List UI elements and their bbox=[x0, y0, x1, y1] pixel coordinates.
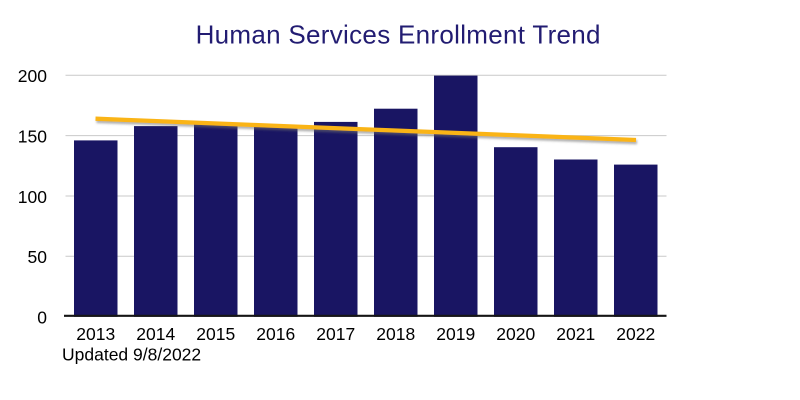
svg-text:100: 100 bbox=[18, 187, 47, 207]
svg-text:2021: 2021 bbox=[556, 324, 595, 344]
svg-text:2018: 2018 bbox=[376, 324, 415, 344]
svg-text:2020: 2020 bbox=[496, 324, 535, 344]
svg-text:2017: 2017 bbox=[316, 324, 355, 344]
svg-text:2016: 2016 bbox=[256, 324, 295, 344]
svg-text:2019: 2019 bbox=[436, 324, 475, 344]
svg-text:Updated 9/8/2022: Updated 9/8/2022 bbox=[62, 344, 201, 364]
svg-text:200: 200 bbox=[18, 66, 47, 86]
svg-text:0: 0 bbox=[37, 307, 47, 327]
svg-text:Human Services Enrollment Tren: Human Services Enrollment Trend bbox=[196, 20, 601, 50]
svg-text:2013: 2013 bbox=[76, 324, 115, 344]
svg-text:2015: 2015 bbox=[196, 324, 235, 344]
svg-text:50: 50 bbox=[28, 247, 48, 267]
svg-text:150: 150 bbox=[18, 127, 47, 147]
svg-text:2014: 2014 bbox=[136, 324, 175, 344]
svg-text:2022: 2022 bbox=[616, 324, 655, 344]
